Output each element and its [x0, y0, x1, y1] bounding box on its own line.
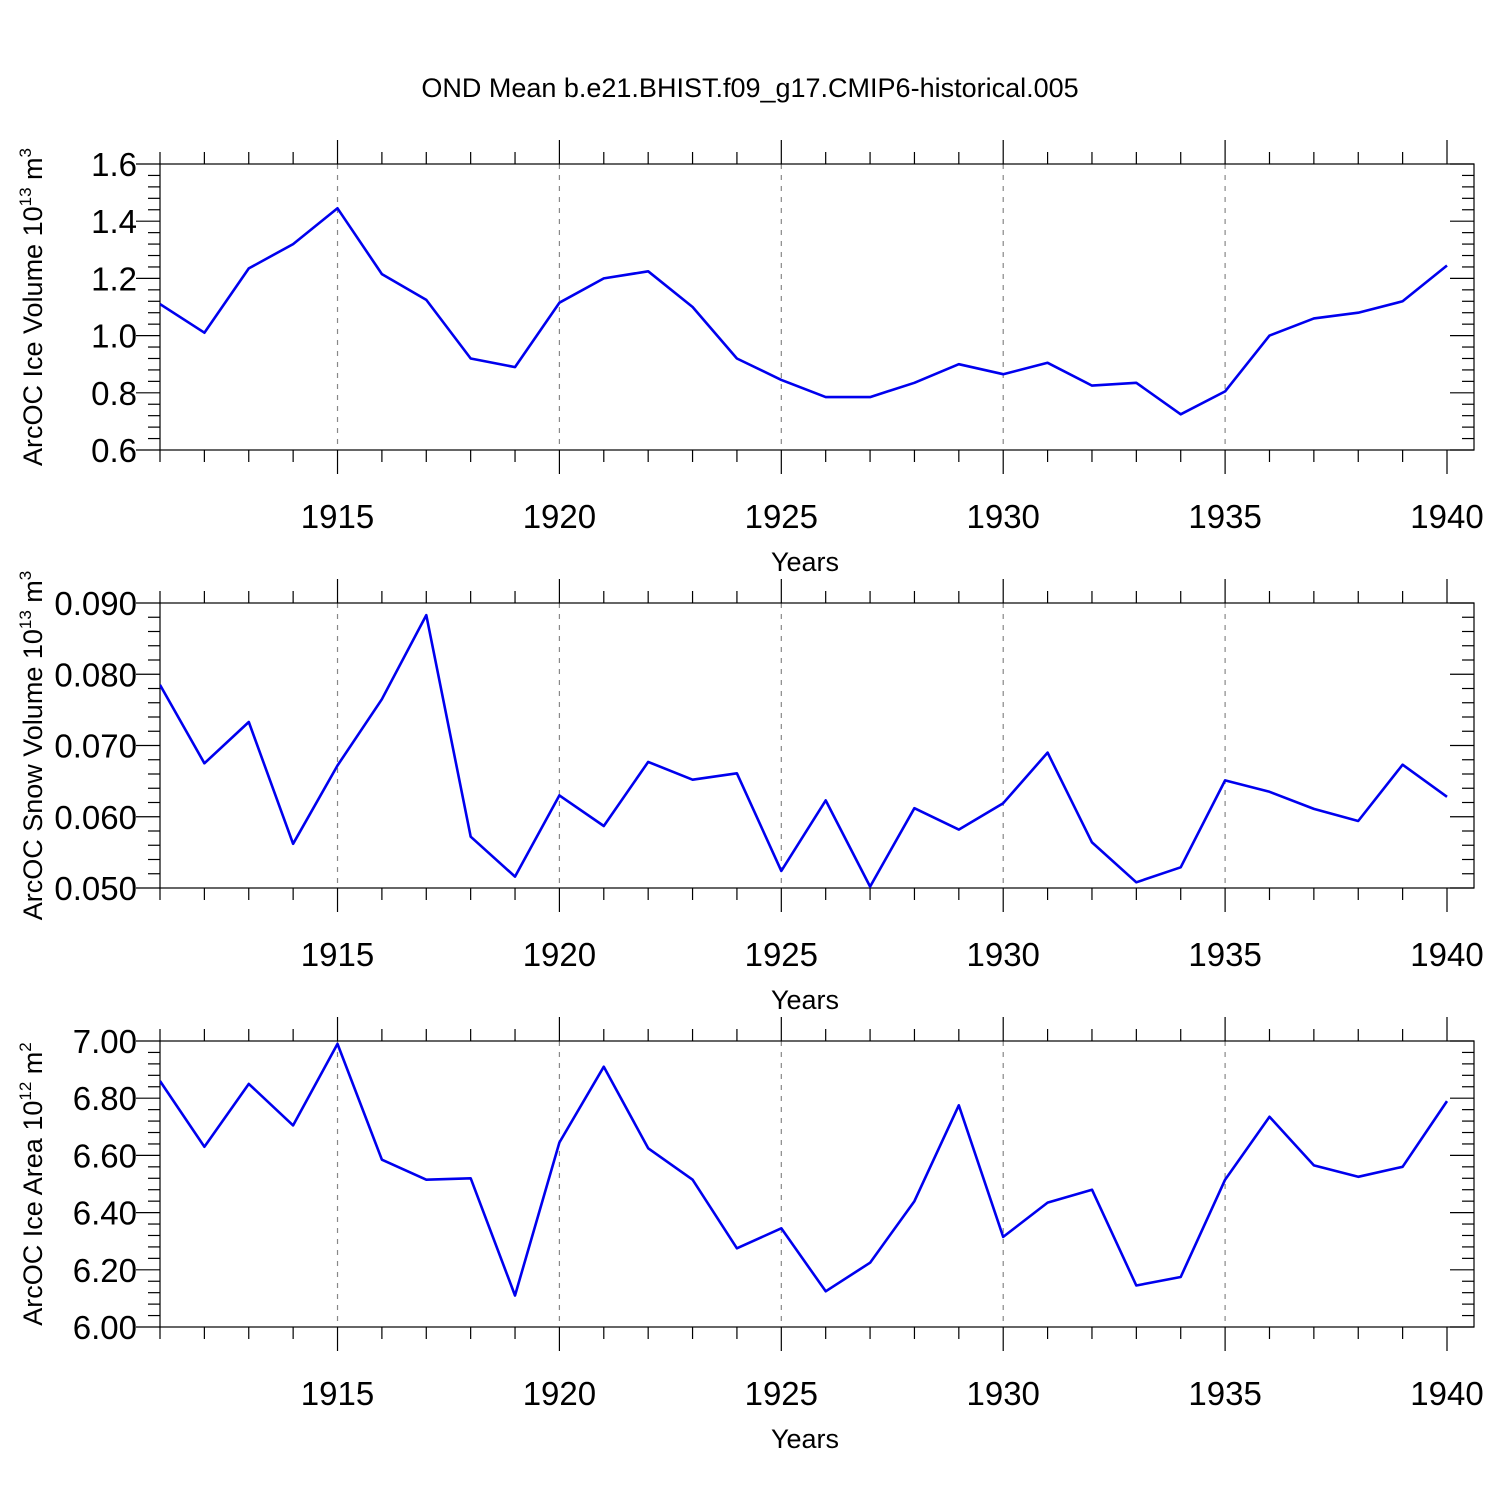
- x-tick-label: 1925: [745, 498, 818, 535]
- x-tick-label: 1925: [745, 1375, 818, 1412]
- y-tick-label: 0.050: [54, 870, 137, 907]
- x-tick-label: 1915: [301, 1375, 374, 1412]
- x-tick-label: 1915: [301, 936, 374, 973]
- plot-frame: [159, 1040, 1475, 1328]
- x-tick-label: 1935: [1188, 1375, 1261, 1412]
- series-line: [160, 207, 1448, 416]
- y-axis-label: ArcOC Ice Area 1012 m2: [16, 1042, 48, 1326]
- y-tick-label: 0.080: [54, 656, 137, 693]
- panel-3: 1915 1920 1925 1930 1935 1940 6.00 6.20 6.40 6.60…: [16, 1017, 1484, 1454]
- y-tick-label: 0.070: [54, 728, 137, 765]
- x-axis-label: Years: [771, 1424, 839, 1454]
- plot-frame: [159, 163, 1475, 451]
- y-tick-label: 1.4: [91, 203, 137, 240]
- x-tick-label: 1940: [1410, 1375, 1483, 1412]
- x-tick-label: 1935: [1188, 498, 1261, 535]
- x-axis-label: Years: [771, 547, 839, 577]
- x-tick-label: 1920: [523, 936, 596, 973]
- x-tick-label: 1915: [301, 498, 374, 535]
- y-tick-label: 0.090: [54, 585, 137, 622]
- x-tick-label: 1930: [966, 1375, 1039, 1412]
- series-line: [160, 613, 1448, 888]
- y-tick-label: 1.2: [91, 260, 137, 297]
- series-line: [160, 1042, 1449, 1297]
- y-tick-label: 6.40: [73, 1195, 137, 1232]
- y-tick-label: 1.6: [91, 146, 137, 183]
- x-tick-label: 1925: [745, 936, 818, 973]
- x-tick-label: 1920: [523, 498, 596, 535]
- y-tick-label: 7.00: [73, 1023, 137, 1060]
- y-tick-label: 6.60: [73, 1137, 137, 1174]
- y-tick-label: 0.060: [54, 799, 137, 836]
- y-tick-label: 6.80: [73, 1080, 137, 1117]
- x-axis-label: Years: [771, 985, 839, 1015]
- x-tick-label: 1935: [1188, 936, 1261, 973]
- y-tick-label: 1.0: [91, 318, 137, 355]
- chart-title: OND Mean b.e21.BHIST.f09_g17.CMIP6-histo…: [421, 73, 1078, 103]
- y-tick-label: 0.6: [91, 432, 137, 469]
- panel-1: 1915 1920 1925 1930 1935 1940 0.6 0.8 1.0 1.2 1.4 1…: [16, 140, 1484, 577]
- x-tick-label: 1930: [966, 936, 1039, 973]
- x-tick-label: 1930: [966, 498, 1039, 535]
- x-tick-label: 1940: [1410, 498, 1483, 535]
- y-axis-label: ArcOC Snow Volume 1013 m3: [16, 571, 48, 921]
- panel-2: 1915 1920 1925 1930 1935 1940 0.050 0.060 0.070 0…: [16, 571, 1484, 1015]
- x-tick-label: 1940: [1410, 936, 1483, 973]
- y-tick-label: 6.00: [73, 1309, 137, 1346]
- y-tick-label: 0.8: [91, 375, 137, 412]
- y-axis-label: ArcOC Ice Volume 1013 m3: [16, 148, 48, 466]
- x-tick-label: 1920: [523, 1375, 596, 1412]
- plot-frame: [159, 602, 1475, 889]
- y-tick-label: 6.20: [73, 1252, 137, 1289]
